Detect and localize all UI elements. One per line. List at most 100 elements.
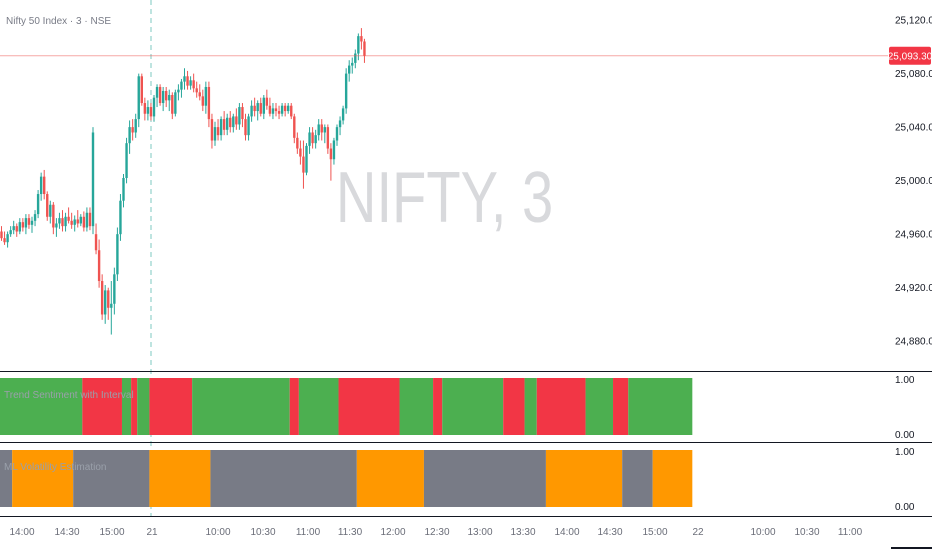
candle-body <box>64 216 67 227</box>
candle <box>320 119 323 141</box>
volatility-panel-title[interactable]: ML Volatility Estimation <box>4 462 106 473</box>
candle-body <box>143 103 147 114</box>
candle <box>360 28 363 50</box>
candle <box>46 191 49 221</box>
candle-body <box>168 95 171 101</box>
candle-body <box>24 218 28 228</box>
candle <box>293 113 296 144</box>
indicator-segment-orange <box>12 450 74 507</box>
candle <box>30 216 34 233</box>
candle-body <box>195 88 198 93</box>
price-axis[interactable]: 25,120.00 25,080.00 25,040.00 25,000.00 24,9… <box>895 16 932 348</box>
candle <box>335 124 339 146</box>
indicator-segment-red <box>433 378 443 435</box>
candle <box>332 137 336 165</box>
candle <box>82 211 86 232</box>
candle-body <box>30 220 34 225</box>
time-tick-label: 14:30 <box>597 527 622 538</box>
time-tick-label: 15:00 <box>642 527 667 538</box>
candle-body <box>299 148 302 157</box>
trend-sentiment-title[interactable]: Trend Sentiment with Interval <box>4 390 134 401</box>
time-tick-label: 14:00 <box>554 527 579 538</box>
candle <box>70 212 73 229</box>
candle-body <box>171 95 174 114</box>
candle <box>302 140 305 189</box>
candle-body <box>314 135 317 144</box>
candle-body <box>55 223 58 228</box>
candle-body <box>76 219 79 224</box>
candle-body <box>363 41 366 56</box>
candle-body <box>338 120 342 128</box>
price-tick-label: 25,120.00 <box>895 16 932 27</box>
candle-body <box>49 204 52 217</box>
candle-body <box>33 214 37 221</box>
candle-body <box>18 222 21 232</box>
candle <box>338 116 342 136</box>
candle-body <box>204 86 208 106</box>
candle <box>67 207 70 224</box>
candle-body <box>302 156 305 173</box>
candle-body <box>271 108 275 114</box>
candle-body <box>229 117 232 128</box>
candle <box>238 103 241 130</box>
time-axis[interactable]: 14:00 14:30 15:00 21 10:00 10:30 11:00 11:30 12:… <box>9 527 862 538</box>
candle-body <box>256 103 259 112</box>
candle-body <box>161 90 165 104</box>
candle <box>226 113 229 136</box>
candle <box>134 113 137 138</box>
candle-body <box>70 220 73 225</box>
candle <box>229 111 232 133</box>
candle-body <box>265 97 269 106</box>
candle <box>256 100 259 121</box>
candle-body <box>332 140 336 160</box>
indicator-segment-gray <box>423 450 546 507</box>
candle-body <box>235 116 238 125</box>
volatility-panel[interactable] <box>0 450 693 507</box>
indicator-segment-green <box>628 378 693 435</box>
candle-body <box>58 218 61 224</box>
indicator-segment-green <box>137 378 150 435</box>
candle-body <box>253 105 256 112</box>
candle-body <box>15 226 18 232</box>
candle-body <box>293 116 296 138</box>
indicator-segment-red <box>82 378 122 435</box>
candle <box>271 103 275 120</box>
last-price-label: 25,093.30 <box>888 51 932 62</box>
candle-body <box>3 238 6 243</box>
candle <box>97 239 101 288</box>
candle <box>308 127 311 154</box>
trend-sentiment-panel[interactable] <box>0 378 693 435</box>
indicator-segment-red <box>536 378 586 435</box>
candles-layer <box>0 28 366 335</box>
candle-body <box>274 108 278 112</box>
candle-body <box>320 124 323 133</box>
time-tick-label: 10:00 <box>205 527 230 538</box>
chart-title[interactable]: Nifty 50 Index · 3 · NSE <box>6 16 111 27</box>
candle-body <box>174 92 177 114</box>
last-price-badge <box>889 46 931 65</box>
candle <box>168 89 171 112</box>
candle-body <box>250 105 253 117</box>
candle <box>216 119 220 141</box>
candle <box>79 214 82 227</box>
candle <box>354 49 357 69</box>
candle <box>15 223 18 237</box>
price-tick-label: 24,960.00 <box>895 230 932 241</box>
candle-body <box>27 218 31 225</box>
indicator-segment-green <box>399 378 434 435</box>
candle <box>27 214 31 229</box>
candle <box>305 143 308 176</box>
candle <box>21 218 25 232</box>
candle-body <box>360 36 363 42</box>
candle <box>43 169 46 200</box>
candle-body <box>110 303 113 308</box>
candle-body <box>94 234 98 251</box>
time-tick-label: 12:00 <box>380 527 405 538</box>
candle-body <box>134 119 137 133</box>
candle <box>247 113 250 141</box>
candle <box>311 127 314 149</box>
candle <box>107 287 110 320</box>
indicator-segment-red <box>131 378 138 435</box>
